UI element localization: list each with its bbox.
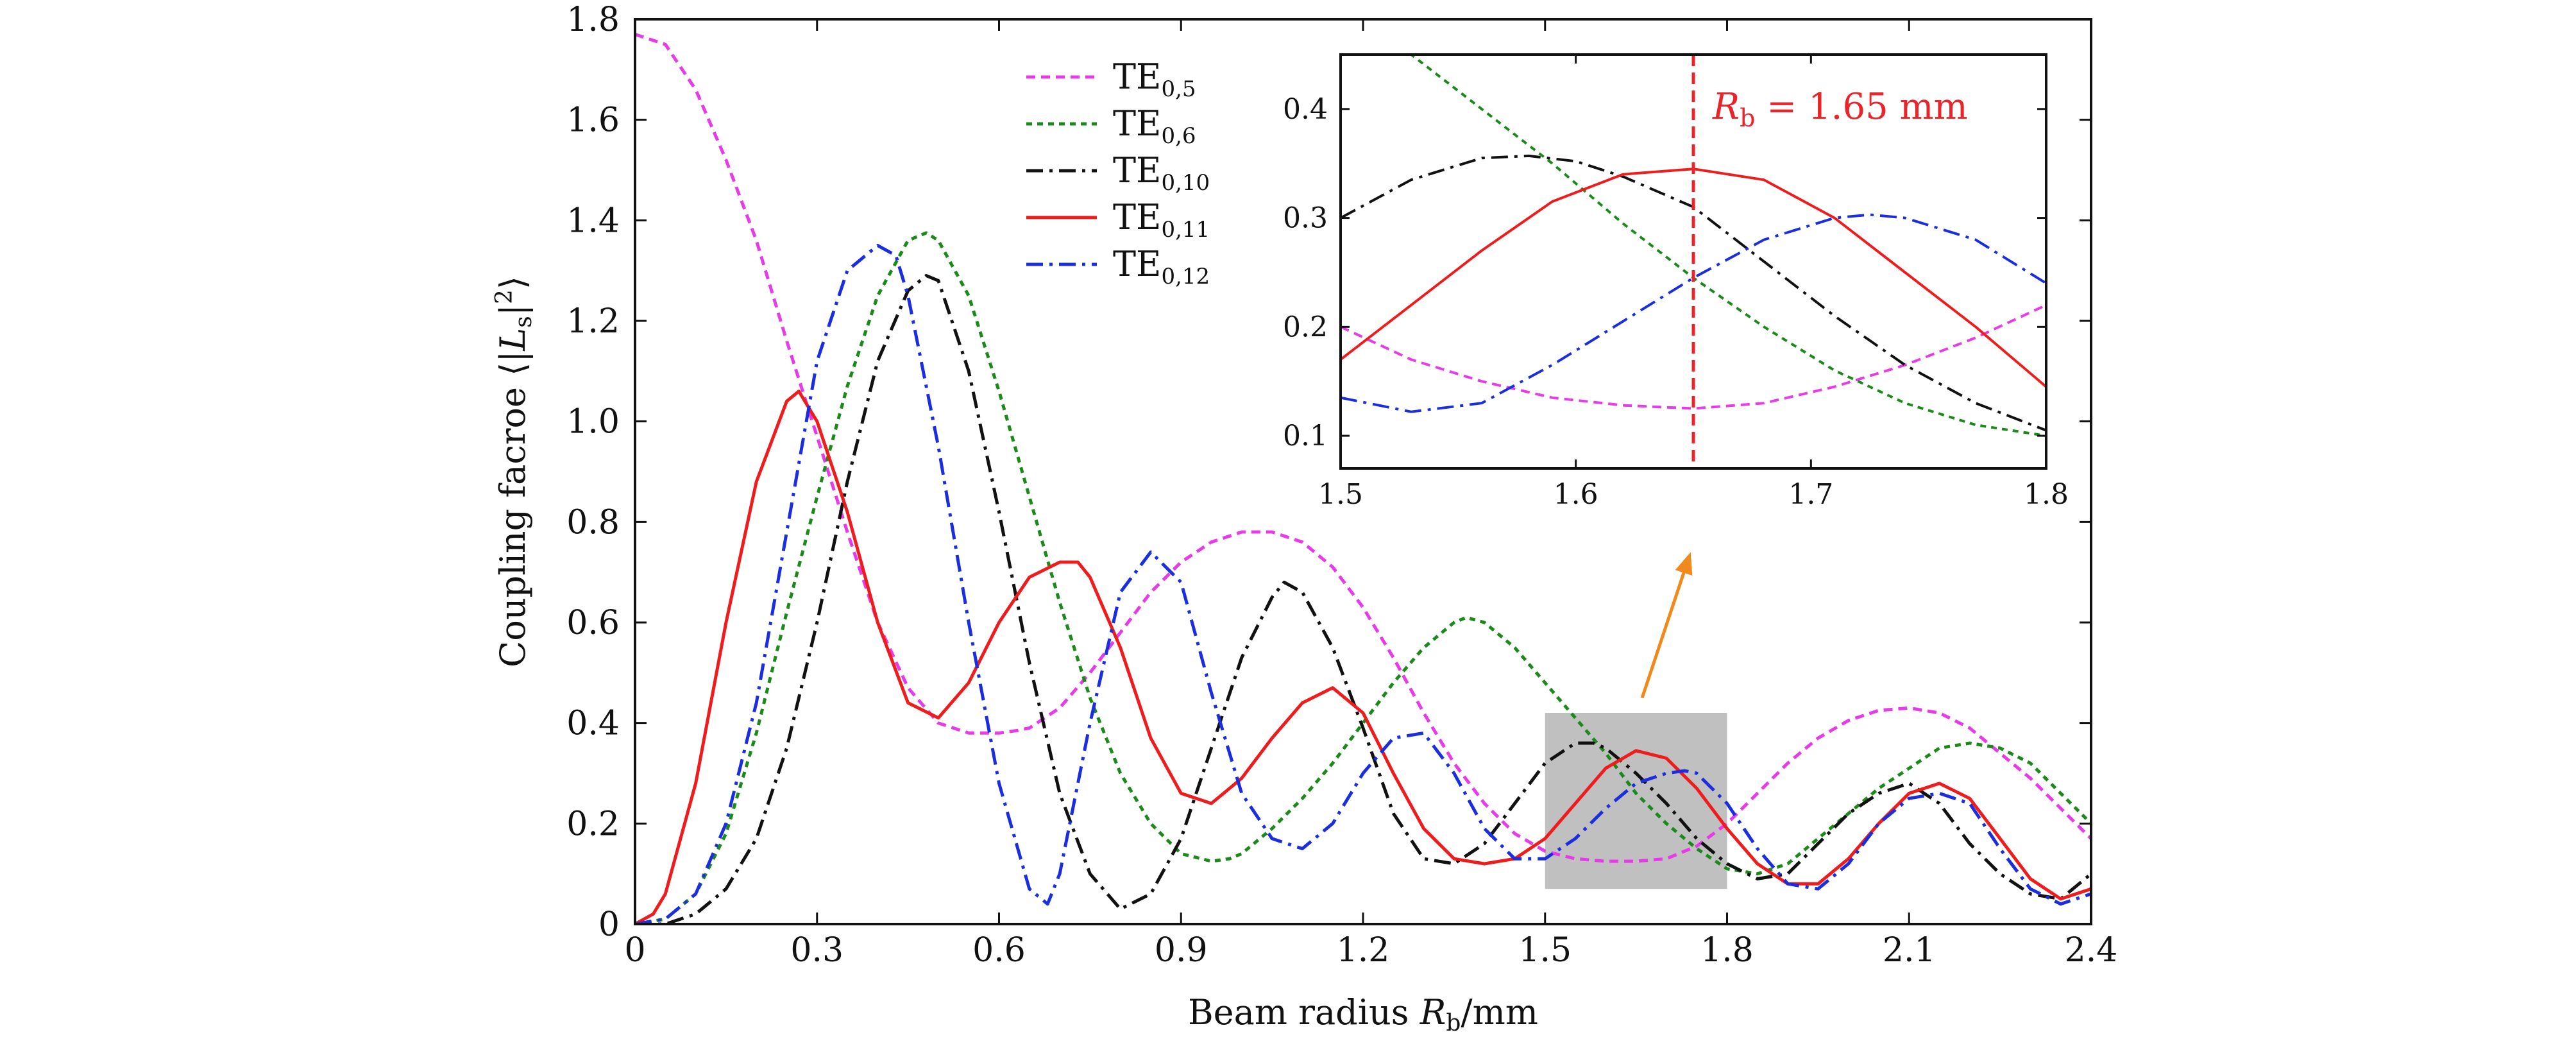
main-y-tick-label: 0.6 [566,604,620,642]
legend-label: TE0,6 [1113,103,1196,149]
main-x-tick-label: 0.9 [1155,931,1208,970]
inset-annotation: Rb = 1.65 mm [1712,86,1968,132]
main-y-tick-label: 1.4 [566,201,620,240]
main-x-tick-label: 1.2 [1337,931,1390,970]
main-y-tick-label: 1.6 [566,101,620,140]
main-series-0-10 [635,274,2091,924]
legend-label: TE0,5 [1113,56,1196,102]
main-y-tick-label: 1.2 [566,302,620,341]
legend-label: TE0,12 [1113,244,1210,289]
legend-label: TE0,10 [1113,150,1210,196]
main-y-tick-label: 0.4 [566,705,620,743]
inset-x-tick-label: 1.7 [1788,478,1833,511]
main-x-tick-label: 1.8 [1700,931,1754,970]
inset-x-tick-label: 1.8 [2024,478,2069,511]
main-series-0-6 [635,231,2091,924]
inset-x-tick-label: 1.5 [1318,478,1363,511]
main-plot-frame [634,18,2092,925]
inset-series-te0-10 [1341,154,2046,432]
main-series-0-11 [635,390,2091,924]
zoom-arrow-shaft [1640,572,1686,699]
main-y-tick-label: 1.8 [566,1,620,39]
zoom-arrow-head [1675,552,1693,576]
inset-series-te0-5 [1341,304,2046,410]
main-x-tick-label: 0.3 [790,931,843,970]
main-series-0-5 [635,33,2091,863]
main-x-tick-label: 2.4 [2065,931,2118,970]
inset-plot-frame [1339,53,2047,470]
main-x-tick-label: 0.6 [972,931,1026,970]
main-y-tick-label: 1.0 [566,403,620,442]
inset-y-tick-label: 0.1 [1283,420,1328,452]
main-y-tick-label: 0.2 [566,805,620,843]
inset-y-tick-label: 0.2 [1283,311,1328,343]
inset-x-tick-label: 1.6 [1554,478,1598,511]
main-x-tick-label: 2.1 [1883,931,1936,970]
zoom-highlight-box [1545,713,1727,889]
main-x-tick-label: 1.5 [1518,931,1572,970]
inset-series-te0-12 [1341,213,2046,413]
main-y-tick-label: 0 [598,905,620,944]
main-plot: 0 0.3 0.6 0.9 1.2 1.5 1.8 2.1 2.4 0 0.2 0.4 0.6 0.8 1.… [566,1,2117,970]
main-x-tick-label: 0 [624,931,645,970]
inset-plot: 1.5 1.6 1.7 1.8 0.1 0.2 0.3 0.4 Rb = 1.65 mm [1283,53,2069,511]
inset-y-tick-label: 0.3 [1283,202,1328,235]
main-series-0-12 [635,244,2091,924]
y-axis-title: Coupling facroe ⟨|Ls|2⟩ [491,276,537,667]
x-axis-title: Beam radius Rb/mm [1188,992,1538,1036]
inset-y-tick-label: 0.4 [1283,93,1328,126]
main-y-tick-label: 0.8 [566,503,620,542]
legend-label: TE0,11 [1113,197,1210,243]
